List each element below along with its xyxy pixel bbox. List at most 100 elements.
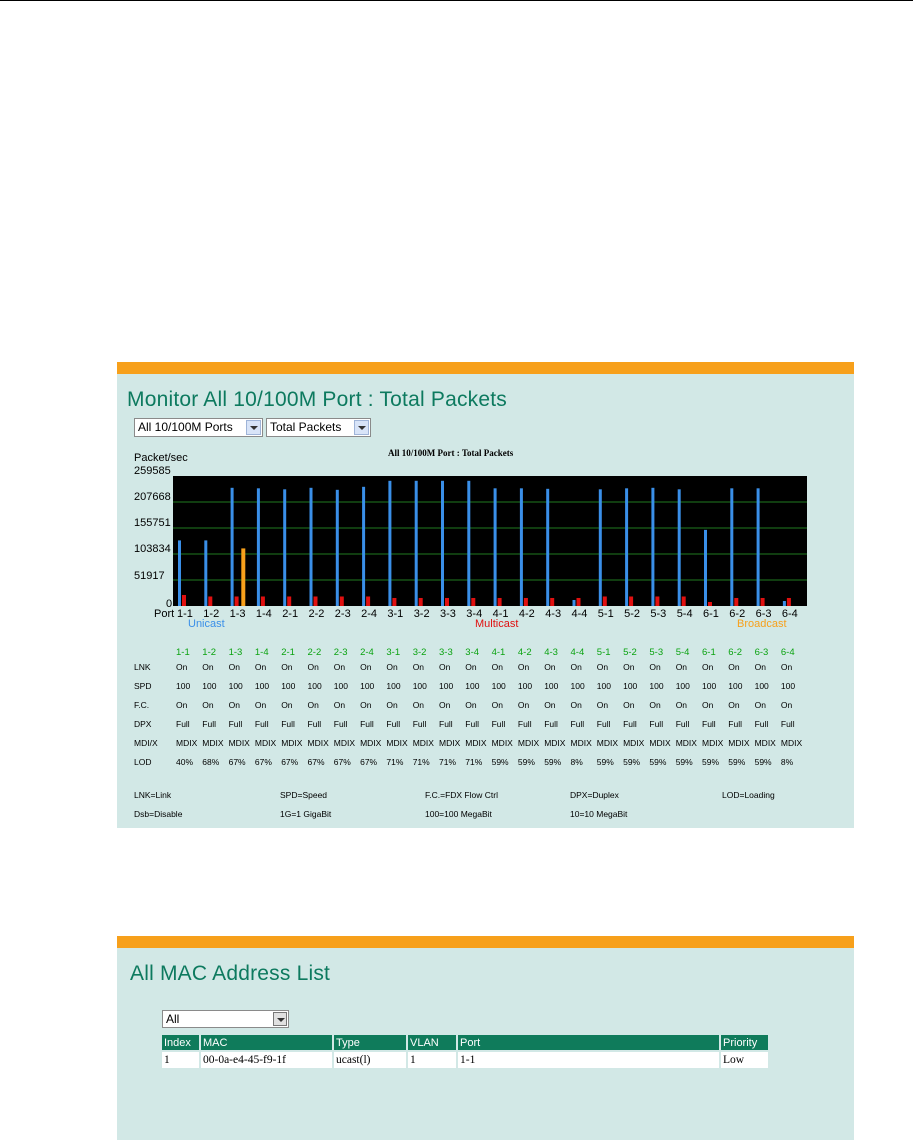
- status-row-label: SPD: [134, 681, 152, 691]
- status-cell: On: [176, 662, 188, 672]
- status-cell: On: [360, 662, 372, 672]
- status-cell: MDIX: [281, 738, 303, 748]
- status-cell: Full: [544, 719, 558, 729]
- bar-unicast-5-3: [651, 487, 655, 606]
- status-cell: 67%: [281, 757, 299, 767]
- status-cell: 67%: [307, 757, 325, 767]
- abbreviation-item: 1G=1 GigaBit: [280, 809, 332, 819]
- status-cell: MDIX: [675, 738, 697, 748]
- status-cell: Full: [570, 719, 585, 729]
- status-cell: MDIX: [202, 738, 224, 748]
- status-cell: On: [412, 662, 425, 672]
- chevron-down-icon[interactable]: [246, 420, 261, 435]
- status-row-label: LOD: [134, 757, 152, 767]
- status-cell: On: [649, 700, 661, 710]
- status-cell: Full: [728, 719, 742, 729]
- status-cell: 67%: [333, 757, 351, 767]
- status-cell: MDIX: [412, 738, 434, 748]
- bar-unicast-2-2: [309, 487, 313, 606]
- status-port-header: 1-4: [254, 647, 269, 658]
- y-tick-label: 155751: [134, 517, 171, 529]
- status-cell: On: [386, 662, 398, 672]
- status-cell: MDIX: [360, 738, 382, 748]
- bar-unicast-5-4: [677, 489, 681, 606]
- bar-multicast-4-1: [497, 597, 502, 606]
- status-port-header: 2-4: [360, 647, 374, 658]
- bar-multicast-1-1: [182, 594, 186, 606]
- status-cell: On: [675, 662, 688, 672]
- x-tick-label: 4-1: [493, 608, 509, 620]
- status-cell: On: [307, 662, 319, 672]
- column-header-mac: MAC: [201, 1035, 332, 1050]
- chevron-down-icon[interactable]: [273, 1012, 287, 1026]
- x-tick-label: 6-2: [729, 608, 745, 620]
- cell-index: 1: [162, 1052, 199, 1068]
- status-cell: On: [570, 700, 582, 710]
- status-cell: MDIX: [465, 738, 487, 748]
- status-cell: 100: [439, 681, 454, 691]
- bar-multicast-6-4: [786, 597, 791, 606]
- status-cell: On: [780, 662, 793, 672]
- status-cell: MDIX: [702, 738, 724, 748]
- port-group-select[interactable]: All 10/100M Ports: [134, 418, 263, 437]
- status-cell: 100: [675, 681, 690, 691]
- status-cell: 40%: [176, 757, 194, 767]
- status-cell: On: [728, 662, 740, 672]
- status-cell: Full: [228, 719, 243, 729]
- status-port-header: 5-1: [596, 647, 611, 658]
- y-tick-label: 259585: [134, 465, 171, 477]
- status-port-header: 4-2: [517, 647, 532, 658]
- status-cell: MDIX: [649, 738, 671, 748]
- status-cell: 71%: [439, 757, 457, 767]
- status-cell: Full: [333, 719, 348, 729]
- status-cell: Full: [281, 719, 295, 729]
- status-port-header: 1-1: [176, 647, 190, 658]
- chevron-down-icon[interactable]: [354, 420, 369, 435]
- status-cell: Full: [360, 719, 374, 729]
- status-cell: MDIX: [517, 738, 540, 748]
- status-port-header: 4-3: [544, 647, 558, 658]
- status-cell: 8%: [780, 757, 794, 767]
- mac-address-table: Index MAC Type VLAN Port Priority 1 00-0…: [160, 1033, 770, 1070]
- status-cell: 100: [465, 681, 480, 691]
- x-tick-label: 2-3: [335, 608, 351, 620]
- status-port-header: 5-4: [675, 647, 690, 658]
- bar-multicast-2-1: [287, 596, 292, 606]
- status-port-header: 6-4: [780, 647, 795, 658]
- status-cell: 100: [754, 681, 769, 691]
- status-cell: 67%: [254, 757, 272, 767]
- status-cell: 100: [702, 681, 717, 691]
- status-cell: On: [517, 700, 530, 710]
- bar-multicast-6-2: [734, 597, 739, 606]
- bar-broadcast-1-2: [241, 548, 246, 606]
- status-cell: On: [649, 662, 661, 672]
- x-axis-label: Port: [154, 608, 174, 620]
- status-cell: Full: [780, 719, 795, 729]
- cell-port: 1-1: [458, 1052, 719, 1068]
- status-cell: 71%: [386, 757, 404, 767]
- bar-multicast-2-2: [313, 596, 318, 606]
- status-cell: 100: [649, 681, 664, 691]
- status-cell: On: [254, 700, 267, 710]
- status-cell: MDIX: [570, 738, 592, 748]
- bar-unicast-6-2: [730, 488, 734, 606]
- status-cell: On: [281, 662, 293, 672]
- status-cell: On: [570, 662, 582, 672]
- status-cell: On: [202, 700, 214, 710]
- bar-unicast-4-1: [493, 488, 497, 606]
- packet-type-select-value: Total Packets: [270, 420, 342, 434]
- x-tick-label: 4-3: [545, 608, 561, 620]
- status-cell: On: [439, 700, 451, 710]
- status-cell: On: [702, 700, 714, 710]
- bar-multicast-1-4: [260, 596, 265, 606]
- status-cell: 100: [333, 681, 348, 691]
- status-cell: MDIX: [307, 738, 329, 748]
- cell-type: ucast(l): [334, 1052, 406, 1068]
- mac-filter-select[interactable]: All: [162, 1010, 289, 1028]
- packet-type-select[interactable]: Total Packets: [266, 418, 371, 437]
- status-cell: MDIX: [623, 738, 645, 748]
- status-port-header: 5-3: [649, 647, 664, 658]
- bar-unicast-1-2: [204, 540, 208, 606]
- page-title: Monitor All 10/100M Port : Total Packets: [127, 388, 507, 411]
- status-cell: 71%: [465, 757, 483, 767]
